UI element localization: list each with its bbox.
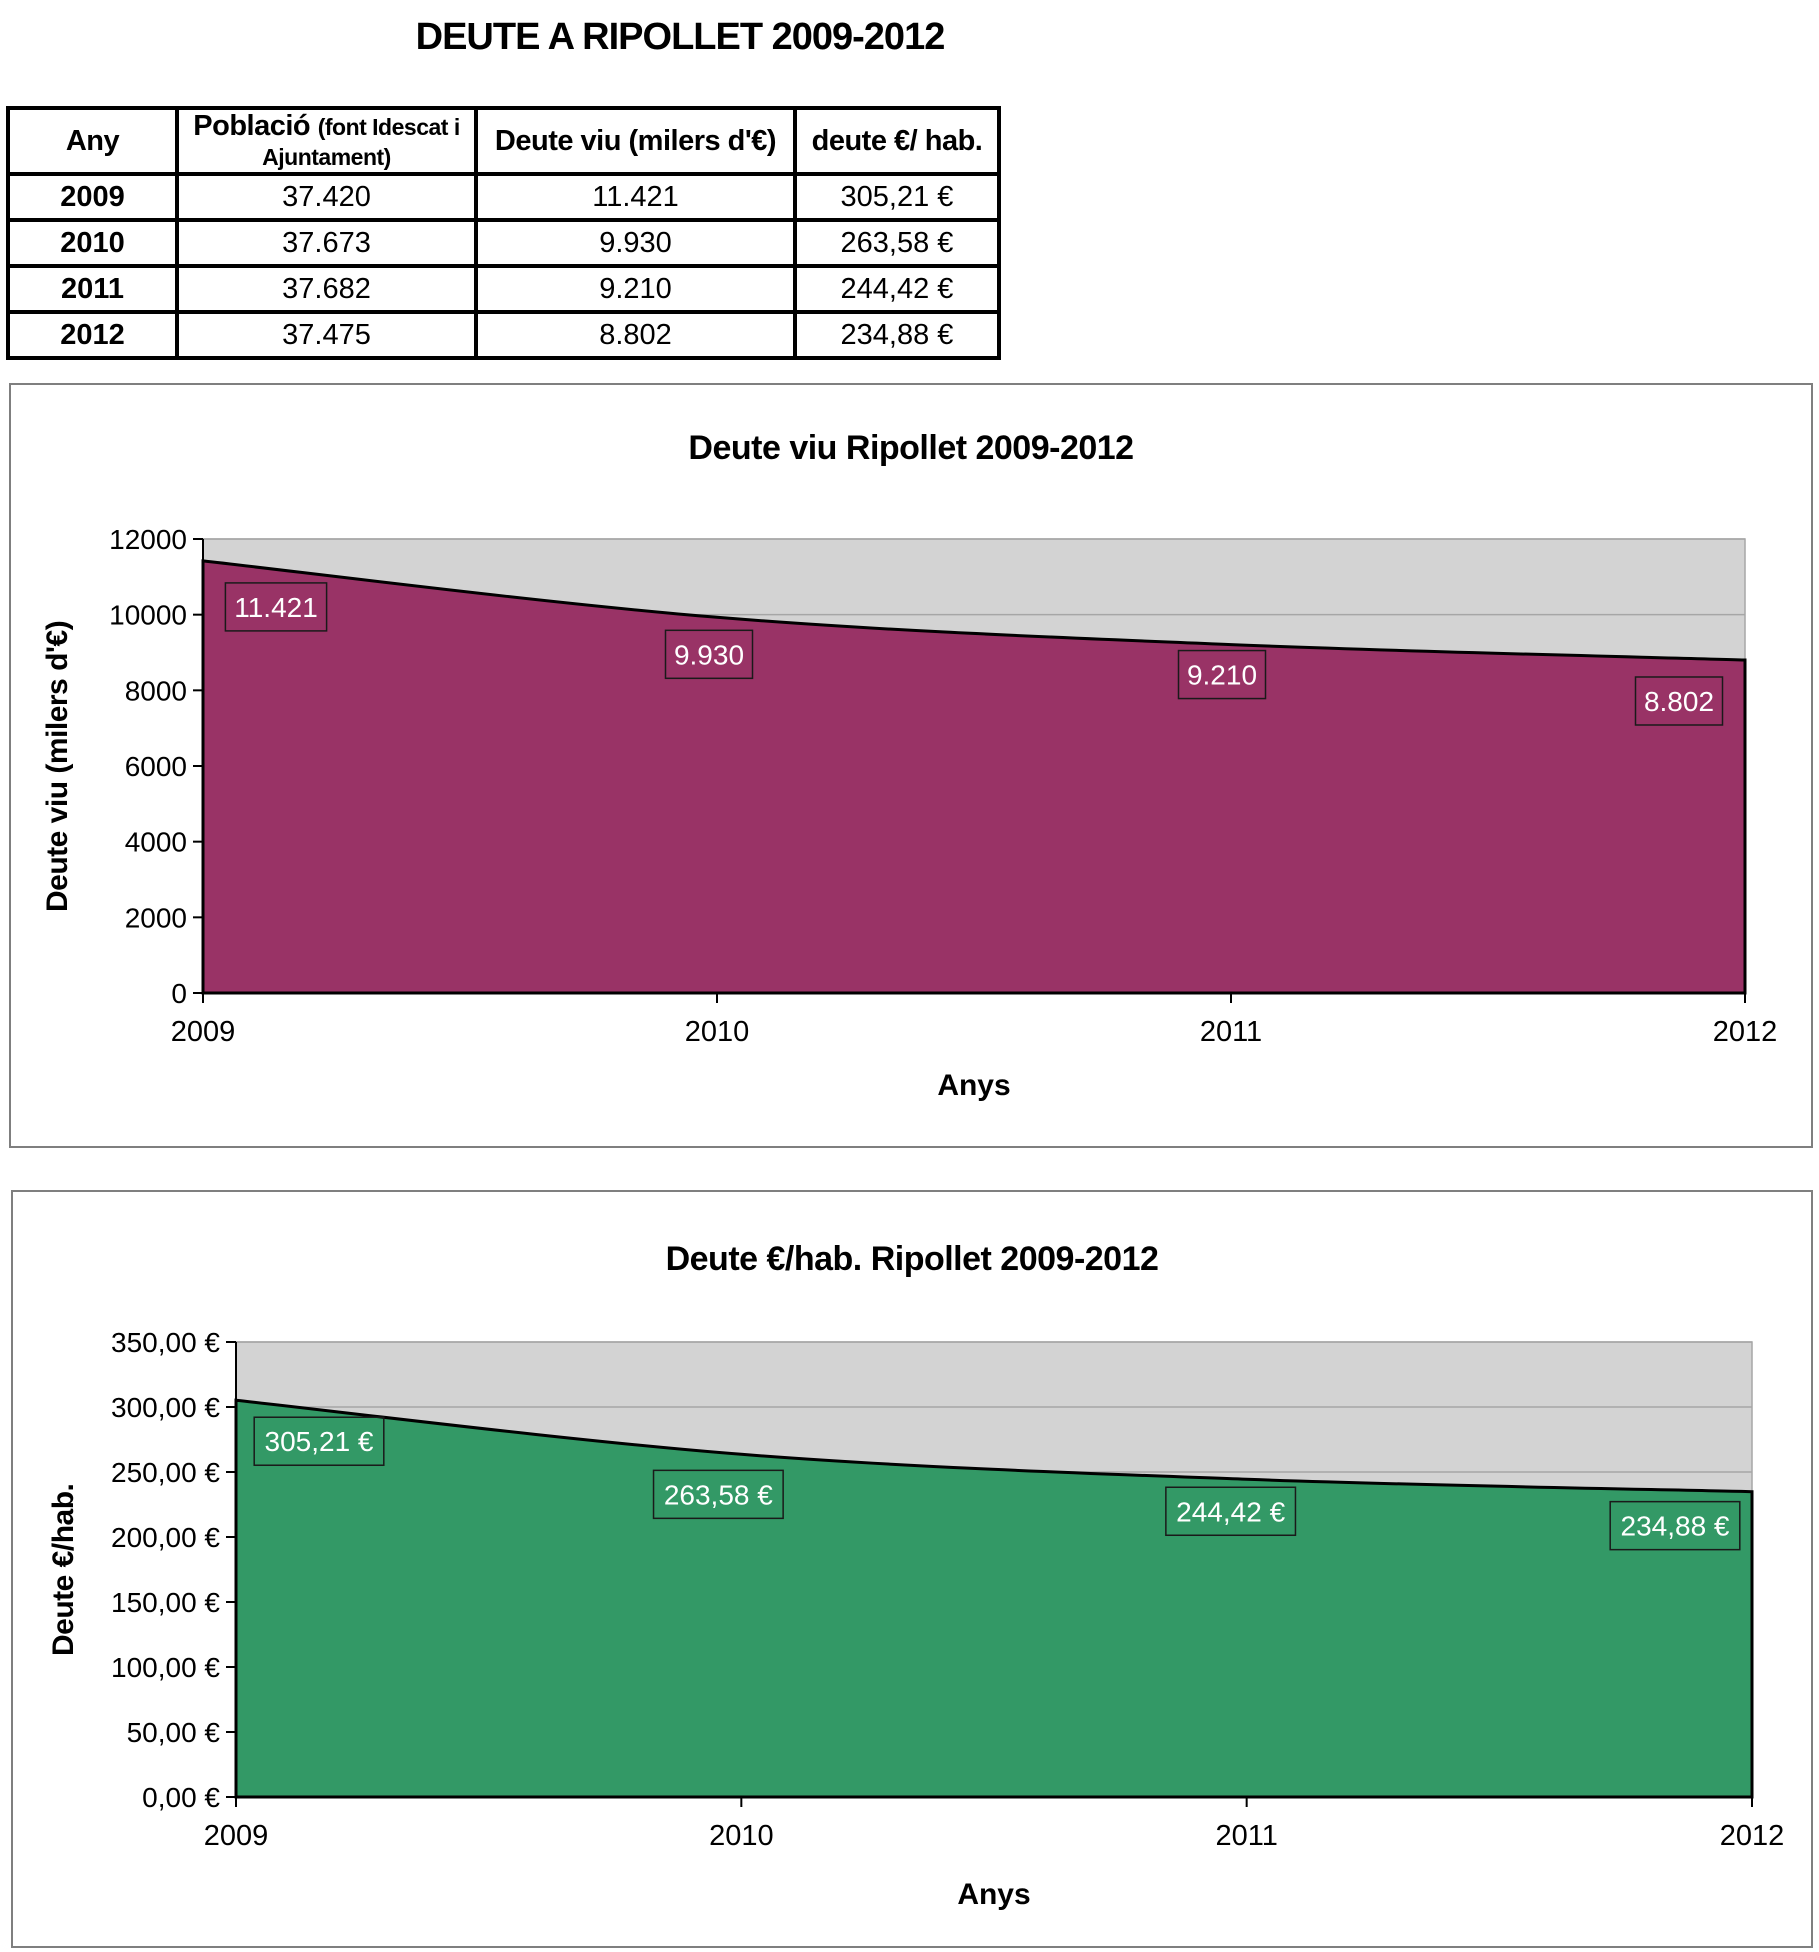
table-row: 2010 37.673 9.930 263,58 € xyxy=(6,218,1001,268)
header-any: Any xyxy=(6,106,179,176)
data-label-box xyxy=(253,1416,385,1466)
y-tick-label: 350,00 € xyxy=(111,1327,220,1358)
table-row: 2009 37.420 11.421 305,21 € xyxy=(6,172,1001,222)
data-label: 305,21 € xyxy=(265,1426,374,1457)
data-label: 9.210 xyxy=(1187,660,1257,691)
cell-year: 2011 xyxy=(6,264,179,314)
cell-deute-viu: 9.930 xyxy=(474,218,797,268)
cell-year: 2012 xyxy=(6,310,179,360)
cell-poblacio: 37.682 xyxy=(175,264,478,314)
cell-poblacio: 37.475 xyxy=(175,310,478,360)
data-label-box xyxy=(1177,649,1267,700)
data-label: 9.930 xyxy=(674,639,744,670)
x-tick-label: 2011 xyxy=(1215,1820,1277,1852)
table-row: 2011 37.682 9.210 244,42 € xyxy=(6,264,1001,314)
x-tick-label: 2011 xyxy=(1200,1016,1262,1048)
chart-deute-viu: Deute viu Ripollet 2009-2012 Deute viu (… xyxy=(9,383,1813,1148)
cell-deute-viu: 9.210 xyxy=(474,264,797,314)
area-series xyxy=(234,1398,1754,1799)
data-label: 11.421 xyxy=(234,592,318,623)
y-tick-label: 2000 xyxy=(125,902,187,933)
cell-deute-viu: 8.802 xyxy=(474,310,797,360)
cell-poblacio: 37.673 xyxy=(175,218,478,268)
area-plot: 0,00 € 50,00 € 100,00 € 150,00 € 200,00 € 250… xyxy=(111,1327,1785,1852)
debt-table: Any Població (font Idescat i Ajuntament)… xyxy=(6,106,1001,360)
data-label-box xyxy=(1634,676,1724,726)
data-label: 234,88 € xyxy=(1621,1511,1730,1542)
y-tick-label: 10000 xyxy=(109,600,187,631)
page-title: DEUTE A RIPOLLET 2009-2012 xyxy=(415,16,946,58)
data-label-box xyxy=(652,1469,784,1520)
data-label-box xyxy=(664,629,754,680)
x-tick-label: 2009 xyxy=(204,1820,269,1852)
area-series xyxy=(201,559,1747,995)
chart-title: Deute viu Ripollet 2009-2012 xyxy=(688,429,1134,467)
header-poblacio-note: (font Idescat i Ajuntament) xyxy=(262,113,460,170)
cell-deute-hab: 305,21 € xyxy=(793,172,1001,222)
cell-year: 2010 xyxy=(6,218,179,268)
data-label: 263,58 € xyxy=(664,1479,773,1510)
x-axis-title: Anys xyxy=(937,1069,1011,1102)
cell-deute-hab: 263,58 € xyxy=(793,218,1001,268)
x-tick-label: 2009 xyxy=(171,1016,236,1048)
y-tick-label: 200,00 € xyxy=(111,1522,220,1553)
x-axis-title: Anys xyxy=(957,1878,1031,1911)
cell-deute-hab: 244,42 € xyxy=(793,264,1001,314)
cell-deute-hab: 234,88 € xyxy=(793,310,1001,360)
table-row: 2012 37.475 8.802 234,88 € xyxy=(6,310,1001,360)
header-poblacio-main: Població xyxy=(193,109,311,142)
header-deute-hab: deute €/ hab. xyxy=(793,106,1001,176)
y-tick-label: 12000 xyxy=(109,524,187,555)
x-tick-label: 2012 xyxy=(1713,1016,1778,1048)
y-tick-label: 4000 xyxy=(125,827,187,858)
header-poblacio: Població (font Idescat i Ajuntament) xyxy=(175,106,478,176)
data-label: 244,42 € xyxy=(1176,1496,1285,1527)
chart-title: Deute €/hab. Ripollet 2009-2012 xyxy=(665,1240,1159,1278)
cell-year: 2009 xyxy=(6,172,179,222)
chart-deute-hab: Deute €/hab. Ripollet 2009-2012 Deute €/… xyxy=(11,1190,1813,1948)
cell-poblacio: 37.420 xyxy=(175,172,478,222)
x-tick-label: 2012 xyxy=(1720,1820,1785,1852)
y-tick-label: 150,00 € xyxy=(111,1587,220,1618)
cell-deute-viu: 11.421 xyxy=(474,172,797,222)
y-tick-label: 0,00 € xyxy=(142,1782,220,1813)
y-tick-label: 6000 xyxy=(125,751,187,782)
x-tick-label: 2010 xyxy=(685,1016,750,1048)
y-tick-label: 0 xyxy=(171,978,187,1009)
y-tick-label: 250,00 € xyxy=(111,1457,220,1488)
data-label-box xyxy=(1165,1486,1297,1537)
header-deute-viu: Deute viu (milers d'€) xyxy=(474,106,797,176)
data-label: 8.802 xyxy=(1644,686,1714,717)
x-tick-label: 2010 xyxy=(709,1820,774,1852)
data-label-box xyxy=(1609,1500,1741,1551)
data-label-box xyxy=(224,582,328,632)
y-tick-label: 100,00 € xyxy=(111,1652,220,1683)
table-header-row: Any Població (font Idescat i Ajuntament)… xyxy=(6,106,1001,176)
y-tick-label: 50,00 € xyxy=(127,1717,221,1748)
y-tick-label: 8000 xyxy=(125,675,187,706)
y-tick-label: 300,00 € xyxy=(111,1392,220,1423)
area-plot: 0 2000 4000 6000 8000 10000 12000 2009 2010 2011 2… xyxy=(109,524,1778,1048)
